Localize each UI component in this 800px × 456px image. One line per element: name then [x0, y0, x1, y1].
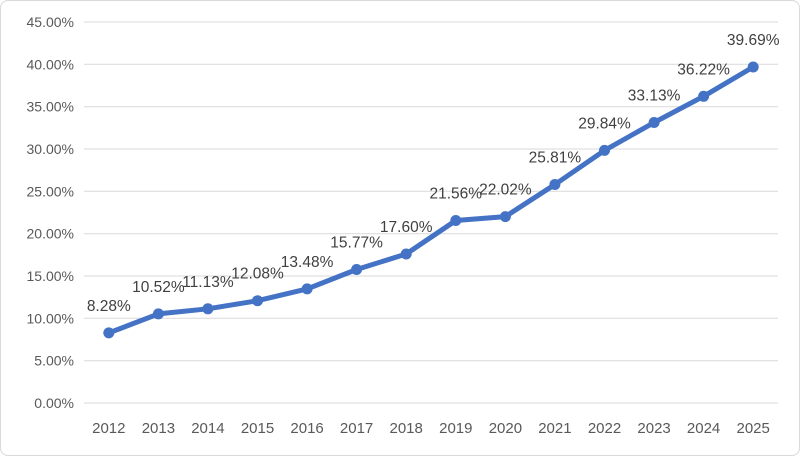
y-axis-tick-label: 5.00%	[34, 353, 74, 369]
x-axis-tick-label: 2015	[241, 420, 274, 437]
data-label: 8.28%	[87, 298, 131, 315]
data-label: 29.84%	[578, 115, 631, 132]
x-axis-tick-label: 2017	[340, 420, 373, 437]
x-axis-tick-label: 2023	[637, 420, 670, 437]
x-axis-tick-label: 2025	[737, 420, 770, 437]
x-axis-tick-label: 2018	[390, 420, 423, 437]
data-point-marker	[202, 303, 214, 315]
y-axis-tick-label: 35.00%	[27, 99, 74, 115]
x-axis-tick-label: 2019	[439, 420, 472, 437]
data-point-marker	[599, 144, 610, 156]
data-label: 11.13%	[182, 274, 234, 291]
x-axis-tick-label: 2022	[588, 420, 621, 437]
data-point-marker	[747, 61, 759, 73]
x-axis-tick-label: 2014	[191, 420, 224, 437]
data-point-marker	[252, 295, 263, 307]
data-point-marker	[152, 308, 164, 320]
data-point-marker	[499, 211, 511, 223]
data-point-marker	[698, 90, 710, 102]
data-point-marker	[351, 264, 363, 275]
data-label: 39.69%	[727, 32, 780, 49]
x-axis-tick-label: 2012	[92, 420, 125, 437]
data-line	[106, 64, 756, 336]
data-point-marker	[549, 179, 561, 190]
x-axis-tick-label: 2020	[489, 420, 522, 437]
y-axis-tick-label: 20.00%	[27, 226, 74, 242]
x-axis-tick-label: 2016	[290, 420, 323, 437]
data-label: 22.02%	[479, 182, 532, 199]
data-label: 12.08%	[231, 266, 284, 283]
y-axis-tick-label: 0.00%	[34, 395, 74, 411]
y-axis-tick-label: 40.00%	[27, 56, 74, 72]
data-label: 13.48%	[281, 254, 334, 271]
x-axis-tick-label: 2021	[538, 420, 571, 437]
y-axis-tick-label: 30.00%	[27, 141, 74, 157]
data-label: 21.56%	[430, 186, 483, 203]
data-label: 17.60%	[380, 219, 433, 236]
data-point-marker	[450, 215, 462, 226]
data-point-marker	[103, 327, 115, 339]
x-axis-tick-label: 2013	[142, 420, 175, 437]
data-label: 25.81%	[529, 150, 582, 167]
data-point-marker	[648, 117, 660, 128]
y-axis-tick-label: 10.00%	[27, 310, 74, 326]
data-point-marker	[301, 283, 313, 295]
data-label: 10.52%	[132, 279, 185, 296]
data-point-marker	[400, 248, 412, 260]
x-axis-tick-label: 2024	[687, 420, 720, 437]
data-label: 36.22%	[677, 61, 730, 78]
data-label: 15.77%	[330, 235, 383, 252]
y-axis-tick-label: 25.00%	[27, 183, 74, 199]
y-axis-tick-label: 45.00%	[27, 14, 74, 30]
y-axis-tick-label: 15.00%	[27, 268, 74, 284]
data-label: 33.13%	[628, 88, 681, 105]
